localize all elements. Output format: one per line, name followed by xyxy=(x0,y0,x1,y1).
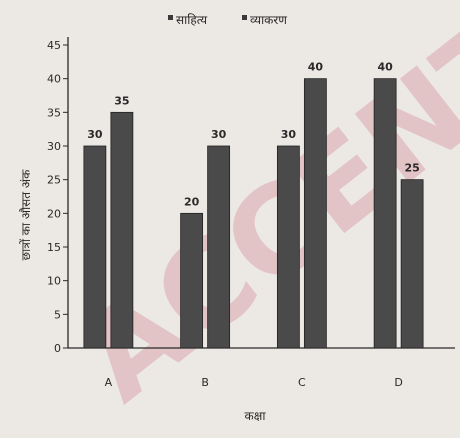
data-label: 35 xyxy=(114,94,129,107)
y-tick-label: 30 xyxy=(47,140,61,153)
data-label: 30 xyxy=(87,128,103,141)
y-tick-label: 20 xyxy=(47,207,61,220)
x-tick-label: C xyxy=(298,376,306,389)
data-label: 30 xyxy=(281,128,297,141)
data-label: 25 xyxy=(404,162,419,175)
x-tick-label: D xyxy=(394,376,402,389)
y-tick-label: 45 xyxy=(47,39,61,52)
x-tick-label: B xyxy=(201,376,209,389)
y-tick-label: 35 xyxy=(47,106,61,119)
y-tick-label: 25 xyxy=(47,174,61,187)
legend-label-series-2: व्याकरण xyxy=(250,13,287,27)
bar-1-D xyxy=(373,78,397,349)
x-tick-label: A xyxy=(105,376,113,389)
data-label: 40 xyxy=(308,61,324,74)
y-tick-label: 0 xyxy=(54,342,61,355)
y-tick-label: 5 xyxy=(54,308,61,321)
y-tick-label: 40 xyxy=(47,73,61,86)
bar-2-D xyxy=(400,179,424,349)
bars: 30 35 A 20 30 B 30 40 C 40 25 D xyxy=(83,61,424,389)
legend-label-series-1: साहित्य xyxy=(176,13,208,27)
x-axis-title: कक्षा xyxy=(245,409,267,423)
data-label: 20 xyxy=(184,195,200,208)
legend: साहित्य व्याकरण xyxy=(168,13,287,27)
legend-swatch-series-1 xyxy=(168,15,173,20)
bar-2-C xyxy=(303,78,327,349)
data-label: 30 xyxy=(211,128,227,141)
bar-1-C xyxy=(276,145,300,349)
bar-2-B xyxy=(207,145,231,349)
y-tick-label: 15 xyxy=(47,241,61,254)
y-tick-label: 10 xyxy=(47,275,61,288)
bar-2-A xyxy=(110,111,134,349)
data-label: 40 xyxy=(377,61,393,74)
y-axis-title: छात्रों का औसत अंक xyxy=(19,169,33,260)
legend-swatch-series-2 xyxy=(242,15,247,20)
bar-1-B xyxy=(180,212,204,349)
bar-1-A xyxy=(83,145,107,349)
